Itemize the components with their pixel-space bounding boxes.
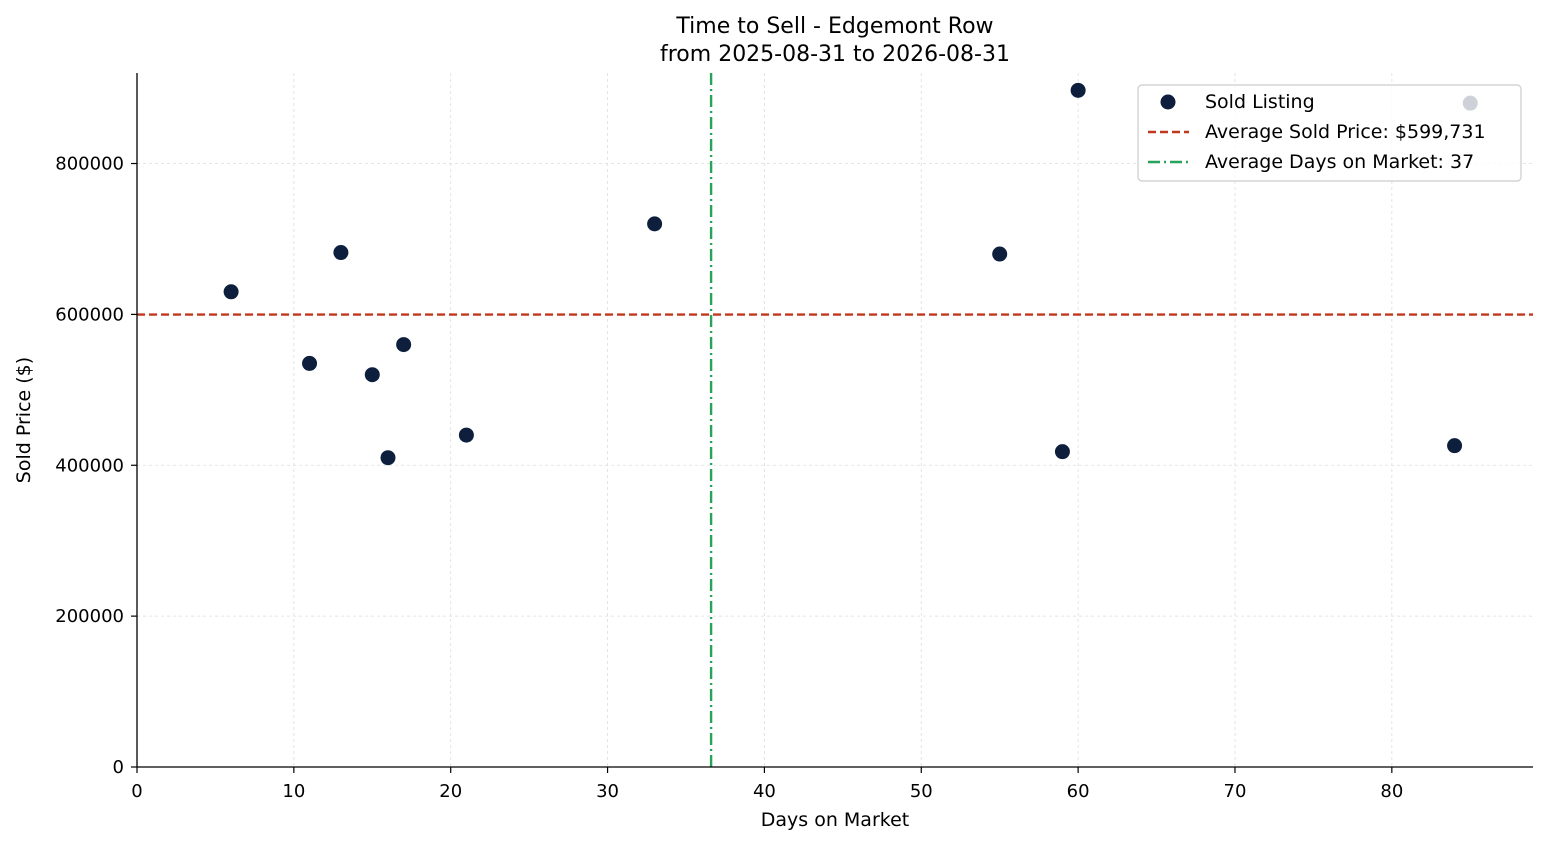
legend-label-average-price: Average Sold Price: $599,731 [1205,121,1486,143]
y-tick-label: 800000 [55,154,124,175]
chart-subtitle: from 2025-08-31 to 2026-08-31 [660,42,1010,67]
data-point [223,284,239,300]
legend-box [1137,84,1522,182]
data-point [1447,438,1463,454]
x-tick-label: 80 [1380,781,1403,802]
data-point [992,246,1008,262]
x-tick-label: 10 [282,781,305,802]
axes [131,73,1533,773]
data-point [380,450,396,466]
legend-label-sold-listing: Sold Listing [1205,91,1315,113]
chart-title: Time to Sell - Edgemont Row [675,14,993,39]
y-tick-label: 400000 [55,455,124,476]
data-points [223,82,1478,466]
x-tick-label: 30 [596,781,619,802]
x-tick-label: 50 [910,781,933,802]
data-point [1070,82,1086,98]
data-point [364,367,380,383]
data-point [302,355,318,371]
x-tick-label: 0 [131,781,142,802]
x-tick-label: 40 [753,781,776,802]
tick-labels: 0 10 20 30 40 50 60 70 80 0 200000 400000 600000 8000… [55,154,1403,802]
legend: Sold Listing Average Sold Price: $599,73… [1137,84,1522,182]
data-point [647,216,663,232]
y-tick-label: 0 [113,757,124,778]
y-tick-label: 600000 [55,304,124,325]
legend-label-average-days: Average Days on Market: 37 [1205,151,1474,173]
x-tick-label: 70 [1224,781,1247,802]
data-point [396,337,412,353]
data-point [1054,444,1070,460]
data-point [458,427,474,443]
data-point [333,245,349,261]
x-tick-label: 20 [439,781,462,802]
reference-lines [137,73,1533,767]
x-tick-label: 60 [1067,781,1090,802]
y-axis-label: Sold Price ($) [13,357,35,483]
x-axis-label: Days on Market [761,809,909,831]
y-tick-label: 200000 [55,606,124,627]
legend-marker-sold-listing [1160,94,1176,110]
